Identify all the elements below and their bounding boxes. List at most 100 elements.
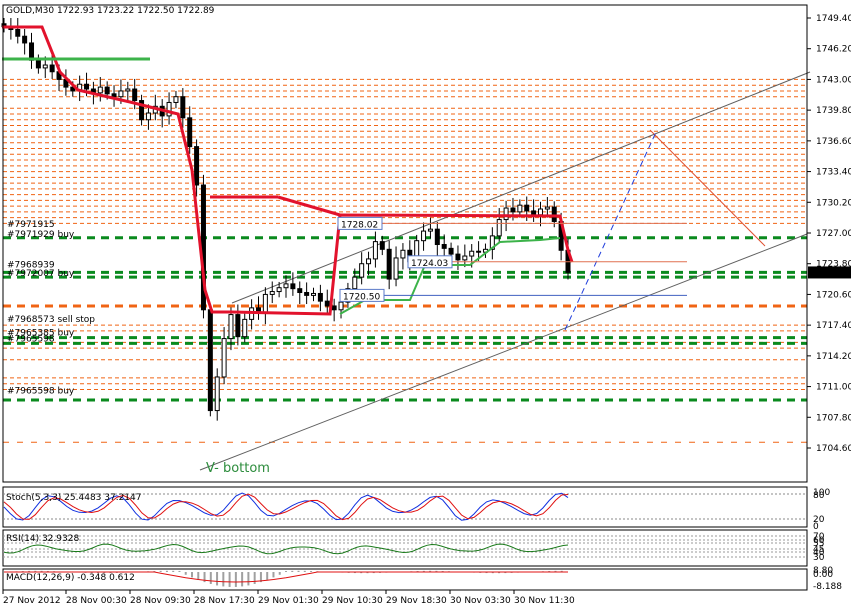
- candle-body: [84, 83, 90, 90]
- stoch-signal-line: [3, 493, 569, 521]
- y-tick-label: 1704.60: [816, 444, 851, 454]
- candle-body: [324, 300, 330, 307]
- trend-channel: [199, 71, 811, 471]
- y-tick-label: 1736.60: [816, 137, 851, 147]
- stoch-label: Stoch(5,3,3) 25.4483 37.2147: [6, 493, 141, 503]
- x-tick-label: 27 Nov 2012: [3, 596, 61, 606]
- rsi-tick: 55: [813, 539, 824, 549]
- candle-body: [352, 276, 358, 290]
- stoch-tick: 100: [813, 488, 830, 498]
- channel-upper-line: [231, 71, 811, 304]
- rsi-tick: 70: [813, 532, 825, 542]
- y-tick-label: 1743.00: [816, 75, 851, 85]
- candle-body: [317, 292, 323, 302]
- y-tick-label: 1717.40: [816, 321, 851, 331]
- order-label-faint: #7968939: [7, 261, 55, 271]
- candle-body: [524, 204, 530, 212]
- candle-body: [42, 64, 48, 69]
- candle-body: [166, 101, 172, 117]
- candle-body: [379, 241, 385, 250]
- v-bottom-annotation: V- bottom: [206, 461, 270, 476]
- candle-body: [393, 257, 399, 280]
- projection-blue-dash: [564, 129, 658, 331]
- macd-tick: -8.188: [813, 582, 842, 592]
- x-tick-label: 30 Nov 11:30: [514, 596, 575, 606]
- chart-overlay: 1728.02 1724.03 1720.50: [2, 25, 687, 316]
- rsi-tick: 30: [813, 553, 825, 563]
- x-tick-label: 28 Nov 09:30: [130, 596, 191, 606]
- order-label-faint: #7971915: [7, 220, 55, 230]
- candle-body: [35, 59, 41, 69]
- candle-body: [262, 293, 268, 314]
- macd-label: MACD(12,26,9) -0.348 0.612: [6, 573, 135, 583]
- stoch-tick: 20: [813, 515, 825, 525]
- candle-body: [214, 376, 220, 412]
- rsi-line: [3, 543, 569, 555]
- candle-body: [421, 230, 427, 242]
- candle-body: [544, 206, 550, 210]
- candle-body: [386, 248, 392, 280]
- candle-body: [400, 249, 406, 259]
- candle-body: [283, 283, 289, 289]
- x-tick-label: 29 Nov 18:30: [386, 596, 447, 606]
- projection-line: [649, 129, 766, 247]
- candle-body: [70, 86, 76, 92]
- candle-body: [448, 247, 454, 255]
- candle-body: [476, 250, 482, 253]
- candle-body: [427, 228, 433, 232]
- y-tick-label: 1707.80: [816, 413, 851, 423]
- macd-tick: 0.00: [813, 570, 833, 580]
- candle-body: [434, 228, 440, 246]
- candle-body: [22, 35, 28, 44]
- stoch-tick: 80: [813, 491, 825, 501]
- candle-body: [455, 253, 461, 261]
- candle-body: [311, 292, 317, 296]
- price-box-label: 1728.02: [341, 220, 378, 230]
- candle-body: [235, 314, 241, 338]
- candle-body: [489, 235, 495, 250]
- order-label-faint: #7965598: [7, 334, 55, 344]
- price-box: [407, 255, 453, 269]
- order-label: #7965385 buy: [7, 329, 75, 339]
- candle-body: [180, 96, 186, 119]
- candle-body: [441, 244, 447, 249]
- candle-body: [194, 146, 200, 186]
- trailing-stop-red-segment: [277, 195, 341, 217]
- price-box: [339, 288, 385, 302]
- candle-body: [242, 318, 248, 338]
- candle-body: [118, 90, 124, 98]
- macd-tick: 8.80: [813, 566, 833, 576]
- x-tick-label: 28 Nov 17:30: [194, 596, 255, 606]
- candle-body: [173, 96, 179, 103]
- x-tick-label: 28 Nov 00:30: [66, 596, 127, 606]
- x-tick-label: 30 Nov 03:30: [450, 596, 511, 606]
- trailing-stop-red: [2, 25, 574, 316]
- candle-body: [551, 206, 557, 222]
- order-label: #7965598 buy: [7, 386, 75, 396]
- candle-body: [187, 117, 193, 148]
- price-series: [1, 18, 571, 421]
- rsi-tick: 60: [813, 536, 825, 546]
- axes: 1749.40 1746.20 1743.00 1739.80 1736.60 1733.…: [2, 4, 851, 606]
- candle-body: [462, 255, 468, 261]
- rsi-tick: 45: [813, 545, 824, 555]
- current-price-tag: [808, 266, 851, 279]
- candle-body: [338, 301, 344, 311]
- price-box: [337, 216, 383, 230]
- candle-body: [276, 287, 282, 293]
- candle-body: [297, 288, 303, 294]
- current-price-label: 1722.89: [816, 268, 851, 278]
- candle-body: [359, 263, 365, 278]
- y-tick-label: 1723.80: [816, 260, 851, 270]
- candle-body: [510, 207, 516, 213]
- stoch-tick: 0: [813, 522, 819, 532]
- order-label: #7968573 sell stop: [7, 315, 95, 325]
- candle-body: [331, 305, 337, 311]
- candle-body: [49, 64, 55, 73]
- candle-body: [104, 86, 110, 95]
- macd-signal-line: [4, 571, 568, 583]
- y-tick-label: 1749.40: [816, 14, 851, 24]
- rsi-label: RSI(14) 32.9328: [6, 534, 79, 544]
